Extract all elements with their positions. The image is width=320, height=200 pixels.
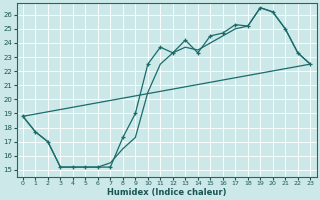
X-axis label: Humidex (Indice chaleur): Humidex (Indice chaleur) xyxy=(107,188,226,197)
